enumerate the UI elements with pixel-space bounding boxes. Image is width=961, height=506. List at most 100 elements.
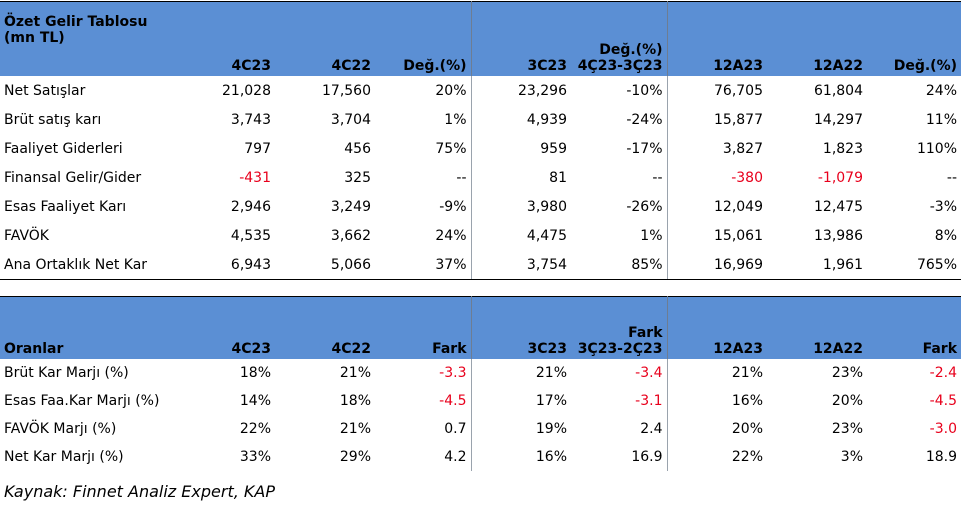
table-cell: 33% xyxy=(239,449,271,465)
row-label: FAVÖK xyxy=(4,227,49,244)
table-cell: 765% xyxy=(867,250,961,280)
ratios-header-label: Oranlar xyxy=(0,296,205,359)
table-cell: 19% xyxy=(470,415,571,443)
table-cell: -24% xyxy=(626,111,663,128)
income-row: Net Satışlar 21,028 17,560 20% 23,296 -10% 76,… xyxy=(0,76,961,105)
table-cell: 1% xyxy=(640,227,663,244)
table-cell: 61,804 xyxy=(814,82,863,99)
table-cell: 23,296 xyxy=(470,76,571,105)
table-cell: -4.5 xyxy=(929,393,957,409)
row-label: Brüt Kar Marjı (%) xyxy=(4,365,129,381)
ratios-header-3c23: 3C23 xyxy=(470,296,571,359)
table-cell: 13,986 xyxy=(814,227,863,244)
table-cell: -10% xyxy=(626,82,663,99)
table-cell: 81 xyxy=(470,163,571,192)
table-cell: 24% xyxy=(925,82,957,99)
table-cell: 12,475 xyxy=(814,198,863,215)
table-cell: 4.2 xyxy=(444,449,467,465)
table-cell: 15,877 xyxy=(666,105,767,134)
table-cell: 18.9 xyxy=(925,449,957,465)
table-cell: 3,827 xyxy=(666,134,767,163)
source-note: Kaynak: Finnet Analiz Expert, KAP xyxy=(4,482,275,501)
table-cell: 18% xyxy=(239,365,271,381)
income-header-label: Özet Gelir Tablosu (mn TL) xyxy=(0,1,205,76)
income-row: Finansal Gelir/Gider -431 325 -- 81 -- -380 -1,… xyxy=(0,163,961,192)
table-cell: 1% xyxy=(444,111,467,128)
row-label: FAVÖK Marjı (%) xyxy=(4,421,117,437)
income-header-change: Değ.(%) xyxy=(375,1,471,76)
row-label: Brüt satış karı xyxy=(4,111,102,128)
table-cell: 2,946 xyxy=(230,198,271,215)
table-cell: 3,249 xyxy=(330,198,371,215)
table-cell: -3.3 xyxy=(439,365,467,381)
ratios-header-qoq-diff: Fark 3Ç23-2Ç23 xyxy=(571,296,667,359)
table-cell: -3% xyxy=(929,198,957,215)
table-cell: 16% xyxy=(666,387,767,415)
table-cell: 16,969 xyxy=(666,250,767,280)
table-cell: 21% xyxy=(339,365,371,381)
income-header-3c23: 3C23 xyxy=(470,1,571,76)
income-statement-table: Özet Gelir Tablosu (mn TL) 4C23 4C22 Değ.… xyxy=(0,1,961,280)
table-cell: -3.1 xyxy=(635,393,663,409)
row-label: Net Kar Marjı (%) xyxy=(4,449,124,465)
table-cell: 3,980 xyxy=(470,192,571,221)
ratio-row: FAVÖK Marjı (%) 22% 21% 0.7 19% 2.4 20% 23% -3.0 xyxy=(0,415,961,443)
table-cell: 20% xyxy=(666,415,767,443)
table-cell: 20% xyxy=(831,393,863,409)
table-cell: 4,475 xyxy=(470,221,571,250)
table-cell: -- xyxy=(456,169,467,186)
table-cell: 110% xyxy=(916,140,957,157)
table-cell: 2.4 xyxy=(640,421,663,437)
ratios-header-12a23: 12A23 xyxy=(666,296,767,359)
table-cell: 1,961 xyxy=(767,250,867,280)
row-label: Finansal Gelir/Gider xyxy=(4,169,142,186)
table-cell: 16% xyxy=(470,443,571,471)
table-cell: 8% xyxy=(934,227,957,244)
ratio-row: Brüt Kar Marjı (%) 18% 21% -3.3 21% -3.4 21% 23… xyxy=(0,359,961,387)
table-cell: 21% xyxy=(339,421,371,437)
table-cell: 20% xyxy=(435,82,467,99)
income-header-4c23: 4C23 xyxy=(205,1,275,76)
table-cell: 76,705 xyxy=(666,76,767,105)
row-label: Esas Faa.Kar Marjı (%) xyxy=(4,393,160,409)
table-cell: -3.4 xyxy=(635,365,663,381)
table-cell: 1,823 xyxy=(822,140,863,157)
table-cell: 456 xyxy=(344,140,371,157)
table-cell: 5,066 xyxy=(275,250,375,280)
ratios-header-yoy-diff: Fark xyxy=(867,296,961,359)
table-cell: -2.4 xyxy=(929,365,957,381)
table-cell: 3% xyxy=(840,449,863,465)
table-cell: 4,535 xyxy=(230,227,271,244)
table-cell: 3,754 xyxy=(470,250,571,280)
income-header-yoy-change: Değ.(%) xyxy=(867,1,961,76)
row-label: Esas Faaliyet Karı xyxy=(4,198,127,215)
ratios-header-4c22: 4C22 xyxy=(275,296,375,359)
table-cell: 21,028 xyxy=(222,82,271,99)
ratio-row: Net Kar Marjı (%) 33% 29% 4.2 16% 16.9 22% 3% 18… xyxy=(0,443,961,471)
table-cell: 959 xyxy=(470,134,571,163)
table-cell: 3,662 xyxy=(330,227,371,244)
table-cell: -380 xyxy=(666,163,767,192)
table-cell: 21% xyxy=(666,359,767,387)
table-cell: 11% xyxy=(925,111,957,128)
table-cell: -9% xyxy=(439,198,467,215)
table-cell: 6,943 xyxy=(205,250,275,280)
table-cell: 325 xyxy=(344,169,371,186)
table-cell: 4,939 xyxy=(470,105,571,134)
income-header-4c22: 4C22 xyxy=(275,1,375,76)
income-header-12a22: 12A22 xyxy=(767,1,867,76)
table-cell: 16.9 xyxy=(631,449,663,465)
table-cell: 37% xyxy=(375,250,471,280)
table-cell: 17,560 xyxy=(322,82,371,99)
income-row: FAVÖK 4,535 3,662 24% 4,475 1% 15,061 13,986 8% xyxy=(0,221,961,250)
table-cell: 21% xyxy=(470,359,571,387)
row-label: Faaliyet Giderleri xyxy=(4,140,123,157)
row-label: Ana Ortaklık Net Kar xyxy=(0,250,205,280)
table-cell: 22% xyxy=(239,421,271,437)
table-cell: 23% xyxy=(831,365,863,381)
table-cell: -17% xyxy=(626,140,663,157)
table-cell: -- xyxy=(652,169,663,186)
ratios-header-diff: Fark xyxy=(375,296,471,359)
ratios-header-row: Oranlar 4C23 4C22 Fark 3C23 Fark 3Ç23-2Ç2… xyxy=(0,296,961,359)
table-cell: 3,743 xyxy=(230,111,271,128)
